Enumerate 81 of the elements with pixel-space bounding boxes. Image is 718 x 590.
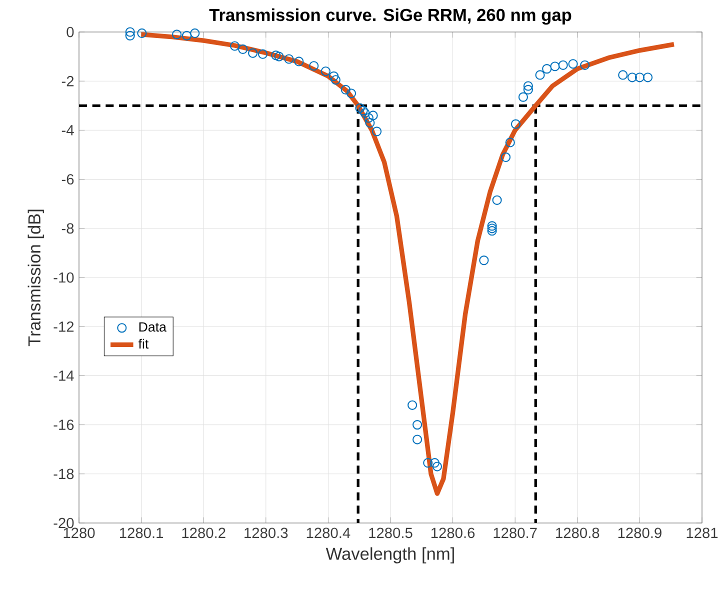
point (423, 458, 433, 468)
point (346, 88, 356, 98)
y-tick-label: -20 (54, 518, 74, 528)
point (258, 49, 268, 59)
legend-label: fit (138, 338, 149, 349)
x-tick-label: 1280.4 (306, 528, 350, 538)
point (330, 75, 340, 85)
point (568, 59, 578, 69)
point (550, 62, 560, 72)
point (627, 72, 638, 82)
point (190, 28, 200, 38)
point (271, 50, 281, 60)
point (643, 72, 653, 82)
point (634, 72, 645, 82)
point (618, 70, 628, 80)
point (523, 81, 533, 91)
point (523, 84, 533, 94)
y-tick-label: -12 (54, 321, 74, 332)
x-tick-label: 1280.1 (120, 528, 164, 538)
point (340, 84, 350, 94)
point (432, 462, 442, 472)
point (430, 458, 440, 468)
x-tick-label: 1280.2 (182, 528, 226, 538)
point (238, 44, 248, 54)
point (505, 138, 515, 148)
y-tick-label: 0 (66, 26, 74, 38)
point (487, 221, 497, 231)
point (274, 52, 284, 62)
point (182, 30, 192, 40)
point (412, 434, 422, 444)
y-tick-label: -8 (62, 223, 74, 234)
x-tick-label: 1281 (686, 528, 718, 538)
x-tick-label: 1280.3 (244, 528, 288, 538)
point (137, 28, 147, 38)
y-tick-label: -18 (54, 468, 74, 480)
point (355, 103, 365, 113)
y-tick-label: -2 (62, 76, 74, 86)
point (487, 226, 497, 236)
y-axis-title: Transmission [dB] (28, 210, 44, 346)
x-axis-title: Wavelength [nm] (326, 547, 454, 564)
point (309, 61, 319, 71)
x-tick-label: 1280.7 (494, 528, 537, 538)
point (364, 113, 374, 123)
x-tick-label: 1280.6 (431, 528, 475, 538)
x-tick-label: 1280.9 (618, 528, 662, 538)
point (125, 27, 135, 37)
point (329, 71, 339, 81)
point (368, 110, 378, 120)
point (412, 420, 422, 430)
point (492, 195, 502, 205)
point (542, 64, 552, 74)
point (500, 152, 511, 162)
point (487, 224, 497, 234)
x-tick-label: 1280 (64, 528, 95, 538)
point (365, 118, 375, 128)
y-tick-label: -4 (62, 125, 74, 136)
point (518, 92, 528, 102)
point (372, 126, 382, 136)
point (580, 60, 590, 70)
point (172, 30, 182, 40)
point (320, 66, 331, 76)
point (284, 54, 294, 64)
point (248, 48, 258, 58)
point (294, 56, 304, 66)
point (479, 256, 489, 266)
x-tick-label: 1280.8 (556, 528, 600, 538)
point (408, 400, 418, 410)
chart-title: Transmission curve. SiGe RRM, 260 nm gap (209, 8, 572, 25)
point (230, 41, 240, 51)
point (510, 119, 521, 129)
y-tick-label: -16 (54, 420, 74, 430)
x-tick-label: 1280.5 (369, 528, 412, 538)
y-tick-label: -6 (62, 174, 74, 184)
legend-label: Data (139, 322, 166, 332)
point (360, 108, 370, 118)
y-tick-label: -10 (54, 272, 74, 283)
point (558, 60, 568, 70)
y-tick-label: -14 (54, 370, 74, 381)
point (358, 106, 368, 116)
point (535, 70, 545, 80)
point (125, 30, 135, 40)
